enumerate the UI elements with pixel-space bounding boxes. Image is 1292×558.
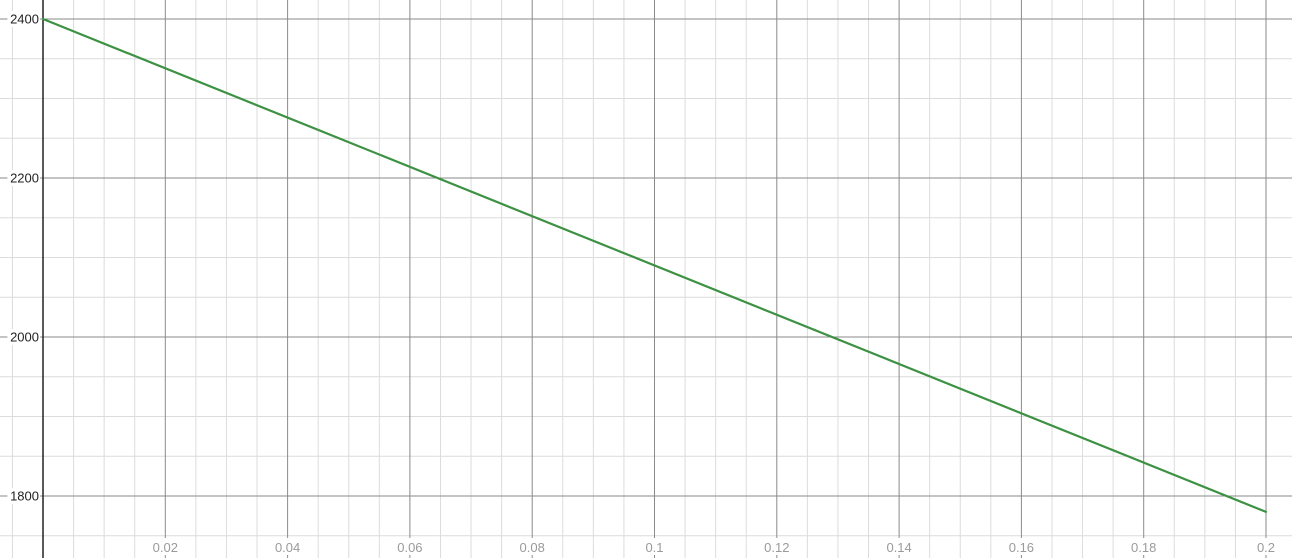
y-tick-label: 2000: [10, 330, 39, 345]
x-tick-label: 0.06: [397, 540, 422, 555]
x-tick-label: 0.08: [520, 540, 545, 555]
y-tick-label-background: [7, 170, 40, 186]
x-tick-label-background: [1127, 538, 1161, 555]
y-tick-label: 2400: [10, 12, 39, 27]
x-tick-label: 0.2: [1257, 540, 1275, 555]
x-tick-label-background: [393, 538, 427, 555]
x-tick-label: 0.16: [1009, 540, 1034, 555]
series-layer: [41, 17, 1268, 513]
x-tick-label: 0.04: [275, 540, 300, 555]
x-tick-label-background: [1253, 538, 1279, 555]
y-tick-label-background: [7, 329, 40, 345]
x-tick-label: 0.14: [886, 540, 911, 555]
y-tick-label: 2200: [10, 171, 39, 186]
x-tick-label-background: [515, 538, 549, 555]
x-tick-label: 0.18: [1131, 540, 1156, 555]
x-tick-label: 0.12: [764, 540, 789, 555]
x-tick-label: 0.1: [645, 540, 663, 555]
x-tick-label-background: [760, 538, 794, 555]
x-tick-label-background: [882, 538, 916, 555]
y-tick-label-background: [7, 11, 40, 27]
x-tick-label-background: [148, 538, 182, 555]
tick-labels: 0.02 0.04 0.06 0.08 0.1 0.12 0.14 0.16 0.18 0.2 24…: [7, 11, 1279, 555]
x-tick-label-background: [1005, 538, 1038, 555]
y-tick-label-background: [7, 488, 40, 504]
x-tick-label-background: [271, 538, 304, 555]
x-tick-label: 0.02: [153, 540, 178, 555]
y-tick-label: 1800: [10, 489, 39, 504]
series-line-0: [41, 17, 1268, 513]
x-tick-label-background: [641, 538, 668, 555]
